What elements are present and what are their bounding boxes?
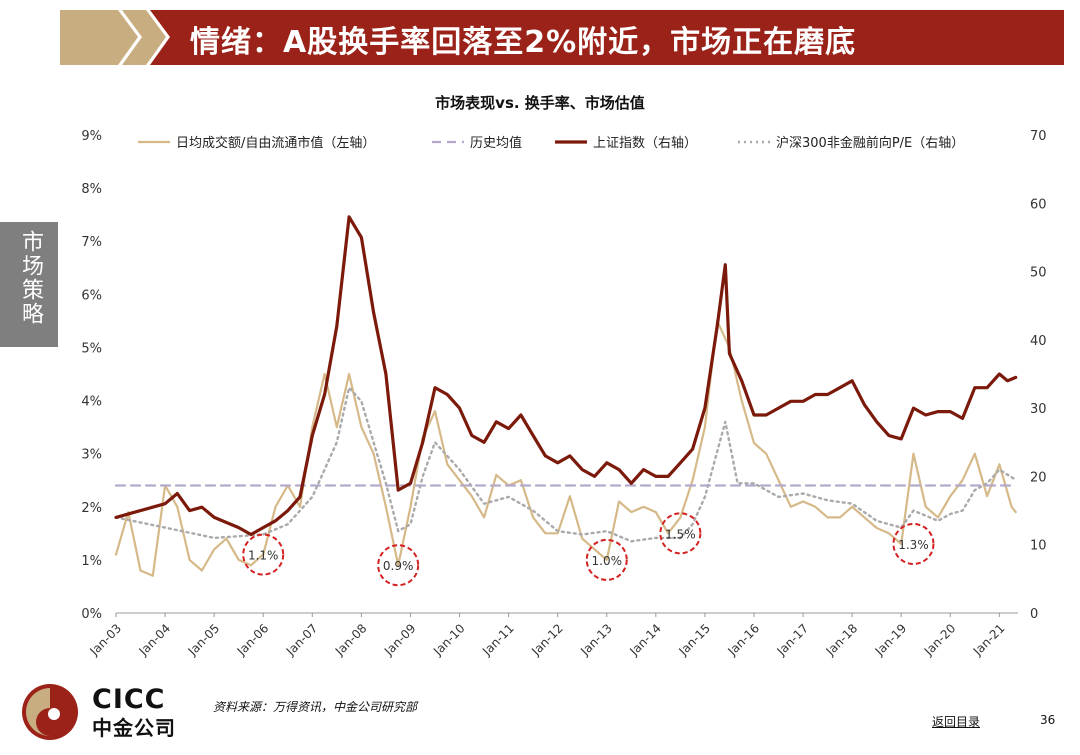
y-right-tick-label: 20 (1030, 470, 1047, 485)
x-tick-label: Jan-15 (675, 621, 713, 659)
trough-label: 1.5% (665, 527, 696, 541)
x-tick-label: Jan-04 (136, 621, 174, 659)
trough-label: 0.9% (383, 559, 414, 573)
x-tick-label: Jan-16 (725, 621, 763, 659)
x-tick-label: Jan-21 (970, 621, 1008, 659)
page-title: 情绪：A股换手率回落至2%附近，市场正在磨底 (190, 25, 857, 60)
y-left-tick-label: 1% (81, 554, 102, 569)
y-right-tick-label: 0 (1030, 607, 1038, 622)
y-left-tick-label: 5% (81, 341, 102, 356)
x-tick-label: Jan-14 (626, 621, 664, 659)
chart-title: 市场表现vs. 换手率、市场估值 (435, 94, 645, 112)
y-left-tick-label: 6% (81, 288, 102, 303)
x-tick-label: Jan-07 (283, 621, 321, 659)
x-tick-label: Jan-05 (185, 621, 223, 659)
y-left-tick-label: 8% (81, 182, 102, 197)
series-line-3 (114, 386, 1017, 543)
title-band (60, 10, 1064, 65)
title-band-gold-chevron (60, 10, 138, 65)
legend-label: 日均成交额/自由流通市值（左轴） (176, 135, 375, 151)
trough-label: 1.1% (248, 549, 279, 563)
y-left-tick-label: 2% (81, 501, 102, 516)
series-line-2 (114, 215, 1018, 537)
legend-label: 上证指数（右轴） (593, 136, 697, 151)
x-tick-label: Jan-11 (479, 621, 517, 659)
y-right-tick-label: 60 (1030, 197, 1047, 212)
x-tick-label: Jan-08 (332, 621, 370, 659)
y-left-tick-label: 4% (81, 395, 102, 410)
trough-label: 1.3% (898, 538, 929, 552)
y-right-tick-label: 70 (1030, 129, 1047, 144)
back-to-contents-link[interactable]: 返回目录 (932, 715, 981, 729)
series-line-0 (114, 319, 1017, 577)
x-tick-label: Jan-17 (774, 621, 812, 659)
x-tick-label: Jan-06 (234, 621, 272, 659)
side-section-label: 市场策略 (18, 230, 43, 326)
side-section-tab[interactable]: 市场策略 (0, 222, 58, 347)
x-tick-label: Jan-03 (87, 621, 125, 659)
x-tick-label: Jan-13 (577, 621, 615, 659)
x-tick-label: Jan-19 (872, 621, 910, 659)
page-number: 36 (1040, 713, 1056, 727)
trough-label: 1.0% (592, 554, 623, 568)
y-left-tick-label: 0% (81, 607, 102, 622)
y-right-tick-label: 50 (1030, 266, 1047, 281)
chart: 0% 1% 2% 3% 4% 5% 6% 7% 8% 9% 0 10 20 30 40 50 60 70 Jan-0… (81, 129, 1047, 659)
logo-cn: 中金公司 (92, 716, 176, 740)
y-left-tick-label: 3% (81, 448, 102, 463)
y-left-tick-label: 9% (81, 129, 102, 144)
x-tick-label: Jan-20 (921, 621, 959, 659)
x-tick-label: Jan-18 (823, 621, 861, 659)
logo-en: CICC (92, 684, 166, 715)
y-right-tick-label: 10 (1030, 539, 1047, 554)
y-right-tick-label: 30 (1030, 402, 1047, 417)
y-right-tick-label: 40 (1030, 334, 1047, 349)
trough-circle (659, 512, 702, 555)
title-band-gold-chevron (122, 10, 166, 65)
y-left-tick-label: 7% (81, 235, 102, 250)
x-tick-label: Jan-12 (528, 621, 566, 659)
trough-circle (585, 538, 628, 581)
title-band-red (150, 10, 1064, 65)
legend-label: 历史均值 (470, 135, 522, 151)
trough-circle (892, 522, 935, 565)
x-tick-label: Jan-10 (430, 621, 468, 659)
legend-label: 沪深300非金融前向P/E（右轴） (776, 135, 964, 151)
trough-circle (377, 544, 420, 587)
x-tick-label: Jan-09 (381, 621, 419, 659)
trough-circle (242, 533, 285, 576)
source-note: 资料来源：万得资讯，中金公司研究部 (213, 700, 418, 714)
cicc-logo-icon (22, 684, 78, 740)
